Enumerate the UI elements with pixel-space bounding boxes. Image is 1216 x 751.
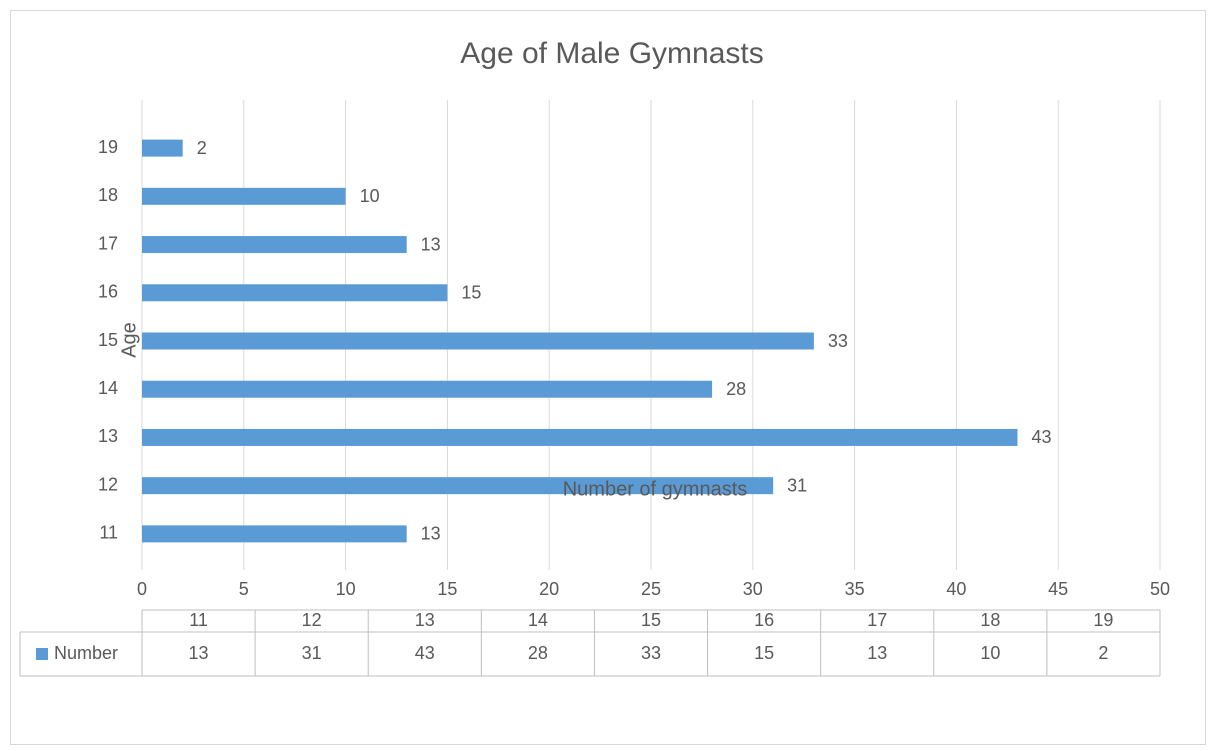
table-value: 13	[189, 643, 209, 663]
table-value: 33	[641, 643, 661, 663]
bar	[142, 428, 1018, 446]
table-header: 17	[867, 610, 887, 630]
table-value: 10	[980, 643, 1000, 663]
bar	[142, 236, 407, 254]
table-value: 15	[754, 643, 774, 663]
x-tick-label: 5	[239, 579, 249, 599]
x-tick-label: 30	[743, 579, 763, 599]
table-header: 19	[1093, 610, 1113, 630]
y-tick-label: 12	[98, 474, 118, 494]
table-header: 14	[528, 610, 548, 630]
table-header: 11	[189, 610, 208, 630]
table-value: 31	[302, 643, 322, 663]
y-axis-title: Age	[118, 322, 140, 358]
y-tick-label: 18	[98, 185, 118, 205]
legend-label: Number	[54, 643, 118, 663]
data-label: 31	[787, 475, 807, 495]
table-header: 12	[302, 610, 322, 630]
data-label: 33	[828, 331, 848, 351]
bar	[142, 380, 713, 398]
y-tick-label: 16	[98, 282, 118, 302]
x-tick-label: 25	[641, 579, 661, 599]
table-header: 18	[980, 610, 1000, 630]
table-value: 43	[415, 643, 435, 663]
y-tick-label: 15	[98, 330, 118, 350]
data-label: 15	[461, 283, 481, 303]
data-label: 13	[421, 524, 441, 544]
table-value: 13	[867, 643, 887, 663]
table-value: 2	[1098, 643, 1108, 663]
y-tick-label: 11	[99, 523, 118, 543]
data-label: 28	[726, 379, 746, 399]
chart-border	[10, 10, 1206, 745]
chart-title: Age of Male Gymnasts	[460, 37, 763, 70]
bar	[142, 525, 407, 543]
y-tick-label: 13	[98, 426, 118, 446]
bar	[142, 332, 814, 350]
bar	[142, 187, 346, 205]
x-tick-label: 15	[437, 579, 457, 599]
bar	[142, 139, 183, 157]
x-tick-label: 10	[336, 579, 356, 599]
table-header: 16	[754, 610, 774, 630]
x-axis-title: Number of gymnasts	[563, 478, 748, 500]
data-label: 13	[421, 234, 441, 254]
bar	[142, 284, 448, 302]
data-label: 2	[197, 138, 207, 158]
table-value: 28	[528, 643, 548, 663]
y-tick-label: 17	[98, 233, 118, 253]
data-label: 43	[1031, 427, 1051, 447]
table-header: 13	[415, 610, 435, 630]
x-tick-label: 35	[845, 579, 865, 599]
table-header: 15	[641, 610, 661, 630]
x-tick-label: 20	[539, 579, 559, 599]
bar	[142, 477, 774, 495]
legend-swatch	[36, 648, 48, 660]
x-tick-label: 0	[137, 579, 147, 599]
x-tick-label: 45	[1048, 579, 1068, 599]
y-tick-label: 19	[98, 137, 118, 157]
y-tick-label: 14	[98, 378, 118, 398]
x-tick-label: 40	[946, 579, 966, 599]
data-label: 10	[360, 186, 380, 206]
x-tick-label: 50	[1150, 579, 1170, 599]
